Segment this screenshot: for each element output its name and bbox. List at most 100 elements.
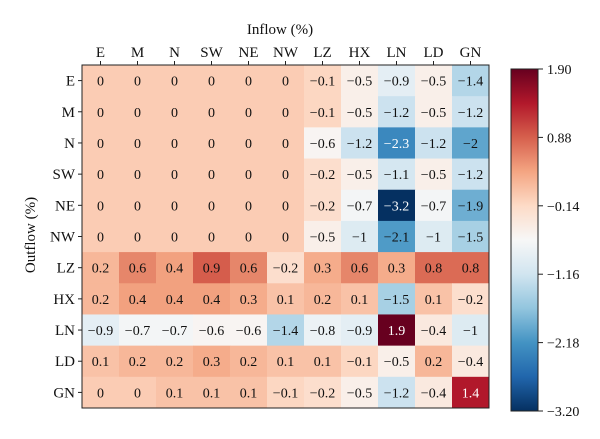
heatmap-cell [415, 189, 453, 222]
column-label: LN [387, 45, 407, 61]
cell-value-label: −0.7 [125, 324, 150, 339]
heatmap-cell [415, 158, 453, 191]
heatmap-cell [304, 96, 342, 128]
row-label: LD [55, 354, 75, 370]
cell-value-label: 0 [171, 231, 178, 246]
colorbar-tick-label: 0.88 [547, 131, 572, 146]
cell-value-label: −1.2 [347, 137, 372, 152]
cell-value-label: −0.9 [88, 324, 113, 339]
cell-value-label: −0.4 [421, 324, 446, 339]
cell-value-label: −0.5 [347, 106, 372, 121]
heatmap-cell [156, 252, 194, 284]
cell-value-label: 0 [134, 231, 141, 246]
heatmap-cell [119, 158, 157, 191]
column-label: LZ [313, 45, 331, 61]
cell-value-label: 0.3 [388, 262, 406, 277]
heatmap-cell [341, 345, 379, 378]
heatmap-cell [378, 283, 416, 315]
heatmap-cell [341, 283, 379, 315]
cell-value-label: 0.6 [240, 262, 258, 277]
cell-value-label: −0.6 [199, 324, 224, 339]
heatmap-cell [341, 376, 379, 409]
cell-value-label: −0.1 [273, 386, 298, 401]
cell-value-label: 0 [208, 168, 215, 183]
heatmap-cell [230, 127, 268, 159]
cell-value-label: 0 [282, 75, 289, 90]
row-label: GN [53, 385, 75, 401]
cell-value-label: −0.1 [310, 106, 335, 121]
row-label: E [66, 74, 75, 90]
column-label: LD [424, 45, 444, 61]
heatmap-cell [193, 96, 231, 128]
cell-value-label: 0.2 [129, 355, 147, 370]
cell-value-label: 0 [97, 168, 104, 183]
cell-value-label: 0.2 [425, 355, 443, 370]
cell-value-label: −0.5 [421, 168, 446, 183]
heatmap-cell [119, 127, 157, 159]
cell-value-label: 0 [97, 386, 104, 401]
heatmap-cell [119, 220, 157, 253]
column-label: NE [239, 45, 259, 61]
cell-value-label: −1.4 [273, 324, 298, 339]
row-label: NW [50, 230, 76, 246]
heatmap-cell [415, 376, 453, 409]
cell-value-label: 0 [171, 168, 178, 183]
heatmap-cell [119, 314, 157, 347]
cell-value-label: 0 [245, 106, 252, 121]
heatmap-cell [415, 345, 453, 378]
heatmap-cell [230, 65, 268, 97]
cell-value-label: 0.1 [314, 355, 332, 370]
heatmap-cell [341, 65, 379, 97]
heatmap-cell [267, 189, 305, 222]
heatmap-cell [378, 252, 416, 284]
heatmap-cell [230, 376, 268, 409]
heatmap-cell [82, 189, 120, 222]
heatmap-cell [193, 220, 231, 253]
heatmap-cell [452, 314, 490, 347]
cell-value-label: −0.2 [273, 262, 298, 277]
cell-value-label: −0.7 [347, 199, 372, 214]
cell-value-label: −1.2 [384, 106, 409, 121]
cell-value-label: −1.1 [384, 168, 409, 183]
heatmap-cell [304, 252, 342, 284]
row-label: N [64, 136, 75, 152]
heatmap-cell [378, 96, 416, 128]
heatmap-cell [230, 283, 268, 315]
heatmap-cell [415, 96, 453, 128]
colorbar: 1.90 0.88 −0.14 −1.16 −2.18 −3.20 [510, 63, 579, 420]
heatmap-cell [82, 220, 120, 253]
heatmap-cell [304, 220, 342, 253]
heatmap-cell [267, 283, 305, 315]
cell-value-label: 0.2 [166, 355, 184, 370]
cell-value-label: −0.9 [384, 75, 409, 90]
heatmap-cell [304, 376, 342, 409]
cell-value-label: −2 [463, 137, 478, 152]
cell-value-label: −0.5 [421, 75, 446, 90]
cell-value-label: 0.1 [351, 293, 369, 308]
cell-value-label: 0 [134, 386, 141, 401]
cell-value-label: 0.1 [203, 386, 221, 401]
colorbar-tick-label: −1.16 [547, 268, 579, 283]
cell-value-label: 0 [208, 199, 215, 214]
cell-value-label: 0 [245, 231, 252, 246]
cell-value-label: 0 [282, 137, 289, 152]
heatmap-cell [82, 65, 120, 97]
colorbar-tick-label: −2.18 [547, 337, 579, 352]
heatmap-cell [82, 252, 120, 284]
heatmap-cell [304, 283, 342, 315]
cell-value-label: 0.4 [129, 293, 147, 308]
heatmap-cell [415, 65, 453, 97]
cell-value-label: −1.9 [458, 199, 483, 214]
heatmap-cell [415, 127, 453, 159]
heatmap-cell [119, 283, 157, 315]
cell-value-label: 0.6 [129, 262, 147, 277]
heatmap-cell [452, 252, 490, 284]
heatmap-cell [267, 314, 305, 347]
heatmap-cell [230, 96, 268, 128]
heatmap-cell [119, 189, 157, 222]
cell-value-label: −0.9 [347, 324, 372, 339]
column-label: NW [273, 45, 299, 61]
heatmap-cell [82, 314, 120, 347]
cell-value-label: 0 [97, 199, 104, 214]
cell-value-label: −0.4 [458, 355, 483, 370]
